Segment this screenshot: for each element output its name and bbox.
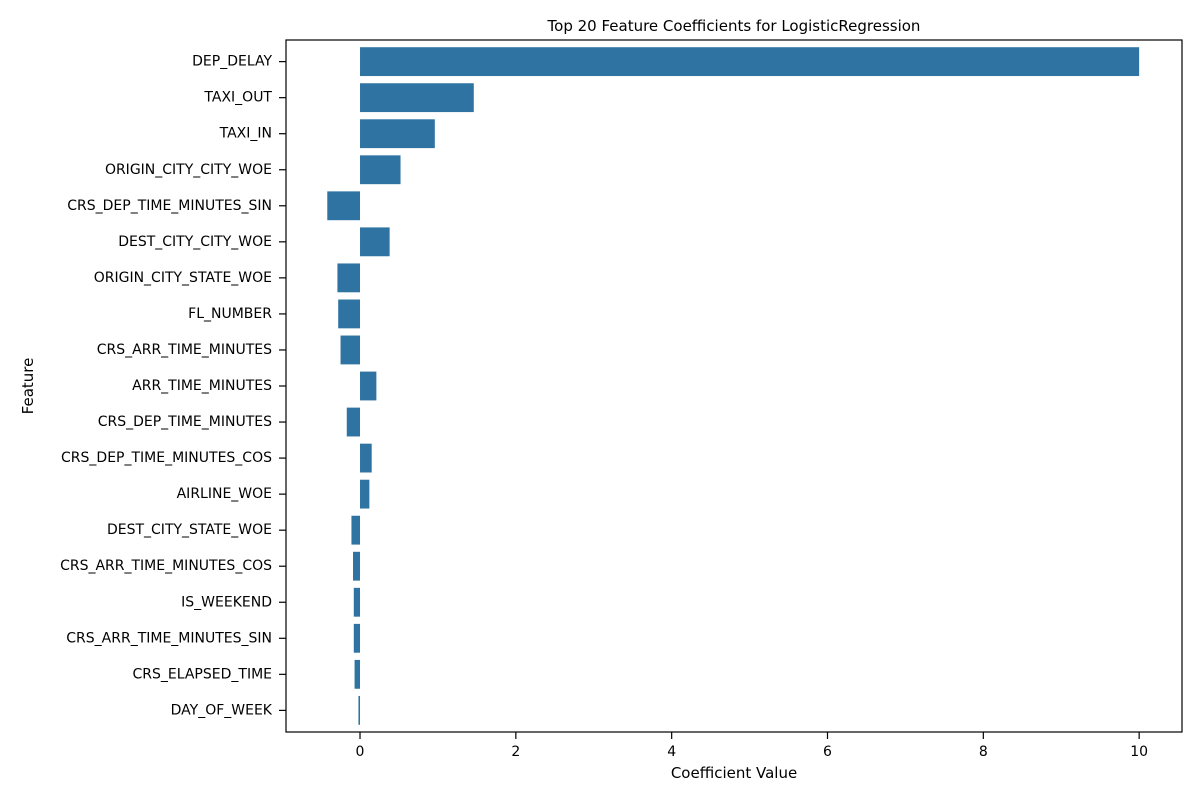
chart-title: Top 20 Feature Coefficients for Logistic…: [547, 17, 921, 35]
x-axis-label: Coefficient Value: [671, 764, 797, 782]
x-axis-ticks: 0 2 4 6 8 10: [356, 732, 1148, 760]
x-tick-label: 8: [979, 744, 988, 760]
y-tick-label: CRS_ARR_TIME_MINUTES: [97, 342, 272, 358]
y-tick-label: ORIGIN_CITY_STATE_WOE: [94, 270, 272, 286]
bar-crs-dep-time-minutes-cos: [360, 443, 372, 473]
bar-crs-arr-time-minutes-sin: [353, 623, 361, 653]
plot-frame: [285, 39, 1183, 733]
y-tick-label: CRS_DEP_TIME_MINUTES: [98, 414, 272, 430]
y-tick-label: CRS_ARR_TIME_MINUTES_COS: [60, 558, 272, 574]
bar-dest-city-city-woe: [360, 227, 390, 257]
y-tick-label: DAY_OF_WEEK: [171, 702, 273, 718]
x-tick-label: 6: [823, 744, 832, 760]
y-tick-label: CRS_ARR_TIME_MINUTES_SIN: [66, 630, 272, 646]
bars-group: [327, 47, 1140, 725]
bar-airline-woe: [360, 479, 370, 509]
y-tick-label: CRS_DEP_TIME_MINUTES_SIN: [67, 198, 272, 214]
bar-crs-dep-time-minutes: [346, 407, 361, 437]
y-axis-ticks: DEP_DELAY TAXI_OUT TAXI_IN ORIGIN_CITY_CITY…: [60, 54, 286, 718]
bar-crs-arr-time-minutes: [340, 335, 361, 365]
y-tick-label: TAXI_IN: [219, 126, 272, 142]
y-tick-label: CRS_DEP_TIME_MINUTES_COS: [61, 450, 272, 466]
bar-origin-city-state-woe: [337, 263, 361, 293]
bar-arr-time-minutes: [360, 371, 377, 401]
bar-origin-city-city-woe: [360, 155, 401, 185]
y-tick-label: IS_WEEKEND: [181, 594, 272, 610]
bar-crs-elapsed-time: [354, 659, 361, 689]
y-tick-label: DEP_DELAY: [192, 54, 272, 70]
x-tick-label: 10: [1130, 744, 1148, 760]
y-tick-label: AIRLINE_WOE: [177, 486, 272, 502]
y-tick-label: DEST_CITY_STATE_WOE: [107, 522, 272, 538]
y-tick-label: ORIGIN_CITY_CITY_WOE: [105, 162, 272, 178]
y-tick-label: DEST_CITY_CITY_WOE: [118, 234, 272, 250]
y-tick-label: FL_NUMBER: [188, 306, 272, 322]
bar-fl-number: [338, 299, 361, 329]
bar-crs-dep-time-minutes-sin: [327, 191, 361, 221]
y-tick-label: ARR_TIME_MINUTES: [132, 378, 272, 394]
y-axis-label: Feature: [19, 358, 37, 415]
bar-dep-delay: [360, 47, 1140, 77]
bar-taxi-out: [360, 83, 474, 113]
bar-day-of-week: [358, 695, 361, 725]
x-tick-label: 2: [511, 744, 520, 760]
bar-taxi-in: [360, 119, 435, 149]
x-tick-label: 4: [667, 744, 676, 760]
y-tick-label: CRS_ELAPSED_TIME: [133, 666, 273, 682]
bar-is-weekend: [353, 587, 361, 617]
bar-dest-city-state-woe: [351, 515, 361, 545]
y-tick-label: TAXI_OUT: [203, 90, 272, 106]
x-tick-label: 0: [356, 744, 365, 760]
bar-crs-arr-time-minutes-cos: [353, 551, 361, 581]
